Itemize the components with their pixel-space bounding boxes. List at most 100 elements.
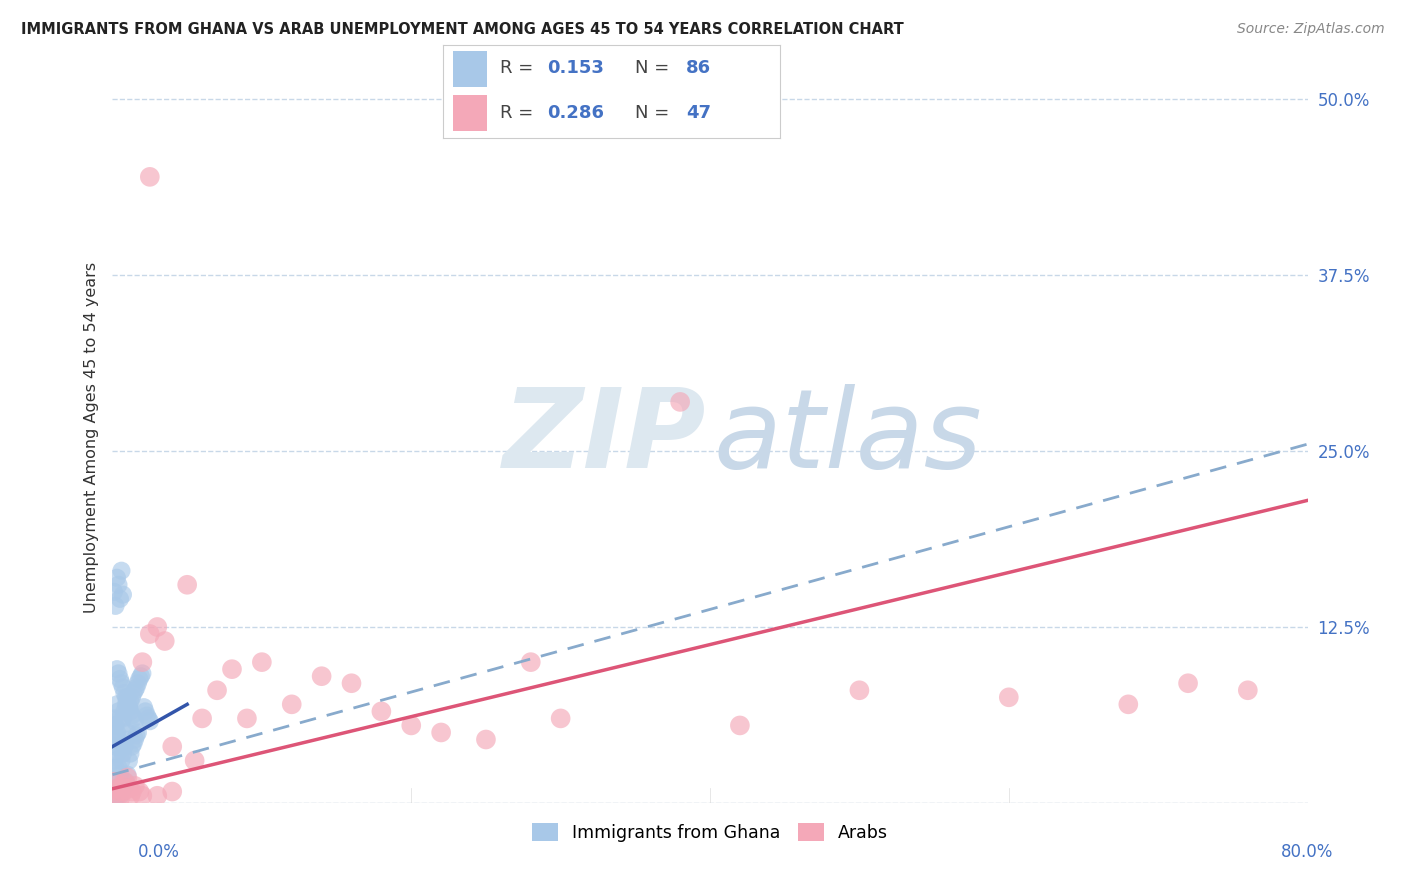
Point bbox=[105, 774, 128, 789]
Text: Source: ZipAtlas.com: Source: ZipAtlas.com bbox=[1237, 22, 1385, 37]
Point bbox=[110, 779, 132, 793]
Point bbox=[236, 711, 259, 725]
Point bbox=[104, 761, 127, 775]
Point bbox=[401, 718, 423, 732]
Text: 0.0%: 0.0% bbox=[138, 843, 180, 861]
Point bbox=[121, 784, 143, 798]
Point bbox=[108, 591, 131, 606]
Point bbox=[146, 789, 169, 803]
Point bbox=[139, 169, 162, 184]
Legend: Immigrants from Ghana, Arabs: Immigrants from Ghana, Arabs bbox=[526, 816, 894, 849]
Point bbox=[111, 588, 134, 602]
Point bbox=[205, 683, 228, 698]
Point bbox=[848, 683, 870, 698]
Point bbox=[105, 662, 128, 676]
Point bbox=[125, 728, 148, 742]
Point bbox=[110, 676, 132, 690]
Point bbox=[114, 779, 135, 793]
Point bbox=[118, 754, 141, 768]
Point bbox=[131, 789, 153, 803]
Point bbox=[122, 711, 145, 725]
Text: 80.0%: 80.0% bbox=[1281, 843, 1333, 861]
Point bbox=[103, 584, 125, 599]
Point bbox=[127, 676, 149, 690]
Point bbox=[111, 784, 134, 798]
Point bbox=[103, 754, 125, 768]
Point bbox=[108, 791, 131, 805]
Point bbox=[103, 718, 125, 732]
Point bbox=[124, 683, 146, 698]
Point bbox=[146, 620, 169, 634]
Bar bbox=[453, 95, 486, 131]
Text: 86: 86 bbox=[686, 60, 711, 78]
Point bbox=[103, 793, 125, 807]
Y-axis label: Unemployment Among Ages 45 to 54 years: Unemployment Among Ages 45 to 54 years bbox=[83, 261, 98, 613]
Point bbox=[105, 789, 128, 803]
Point bbox=[250, 655, 273, 669]
Point bbox=[120, 789, 142, 803]
Point bbox=[107, 705, 129, 719]
Text: N =: N = bbox=[636, 104, 675, 122]
Point bbox=[115, 774, 138, 789]
Point bbox=[120, 705, 142, 719]
Point bbox=[132, 700, 155, 714]
Point bbox=[107, 784, 129, 798]
Point bbox=[108, 767, 131, 781]
Point bbox=[110, 754, 132, 768]
Point bbox=[110, 784, 132, 798]
Point bbox=[120, 694, 142, 708]
Point bbox=[131, 666, 153, 681]
Point bbox=[117, 771, 139, 785]
Point bbox=[104, 599, 127, 613]
Point bbox=[162, 739, 183, 754]
Point bbox=[111, 781, 134, 796]
Point bbox=[103, 791, 125, 805]
Point bbox=[104, 789, 127, 803]
Point bbox=[107, 578, 129, 592]
Point bbox=[124, 714, 146, 729]
Point bbox=[104, 781, 127, 796]
Point bbox=[108, 711, 131, 725]
Point bbox=[108, 739, 131, 754]
Point bbox=[104, 793, 127, 807]
Point bbox=[176, 578, 198, 592]
Point bbox=[134, 705, 156, 719]
Point bbox=[114, 774, 135, 789]
Point bbox=[127, 725, 149, 739]
Point bbox=[120, 747, 142, 761]
Point bbox=[103, 774, 125, 789]
Point bbox=[103, 732, 125, 747]
Point bbox=[103, 711, 125, 725]
Text: 47: 47 bbox=[686, 104, 711, 122]
Point bbox=[430, 725, 453, 739]
Point bbox=[105, 747, 128, 761]
Point bbox=[115, 781, 138, 796]
Point bbox=[131, 655, 153, 669]
Point bbox=[104, 728, 127, 742]
Point bbox=[117, 767, 139, 781]
Point bbox=[475, 732, 498, 747]
Text: N =: N = bbox=[636, 60, 675, 78]
Text: ZIP: ZIP bbox=[503, 384, 706, 491]
Point bbox=[114, 739, 135, 754]
Point bbox=[125, 681, 148, 695]
Point bbox=[162, 784, 183, 798]
Point bbox=[103, 789, 125, 803]
Point bbox=[104, 739, 127, 754]
Point bbox=[139, 627, 162, 641]
Point bbox=[121, 739, 143, 754]
Point bbox=[121, 690, 143, 705]
Point bbox=[520, 655, 543, 669]
Point bbox=[103, 794, 125, 808]
Text: R =: R = bbox=[501, 60, 540, 78]
Point bbox=[118, 700, 141, 714]
Point bbox=[728, 718, 751, 732]
Point bbox=[122, 737, 145, 751]
Point bbox=[1177, 676, 1199, 690]
Point bbox=[108, 789, 131, 803]
Point bbox=[550, 711, 572, 725]
Point bbox=[105, 789, 128, 803]
Point bbox=[107, 761, 129, 775]
Point bbox=[1237, 683, 1260, 698]
Point bbox=[138, 711, 160, 725]
